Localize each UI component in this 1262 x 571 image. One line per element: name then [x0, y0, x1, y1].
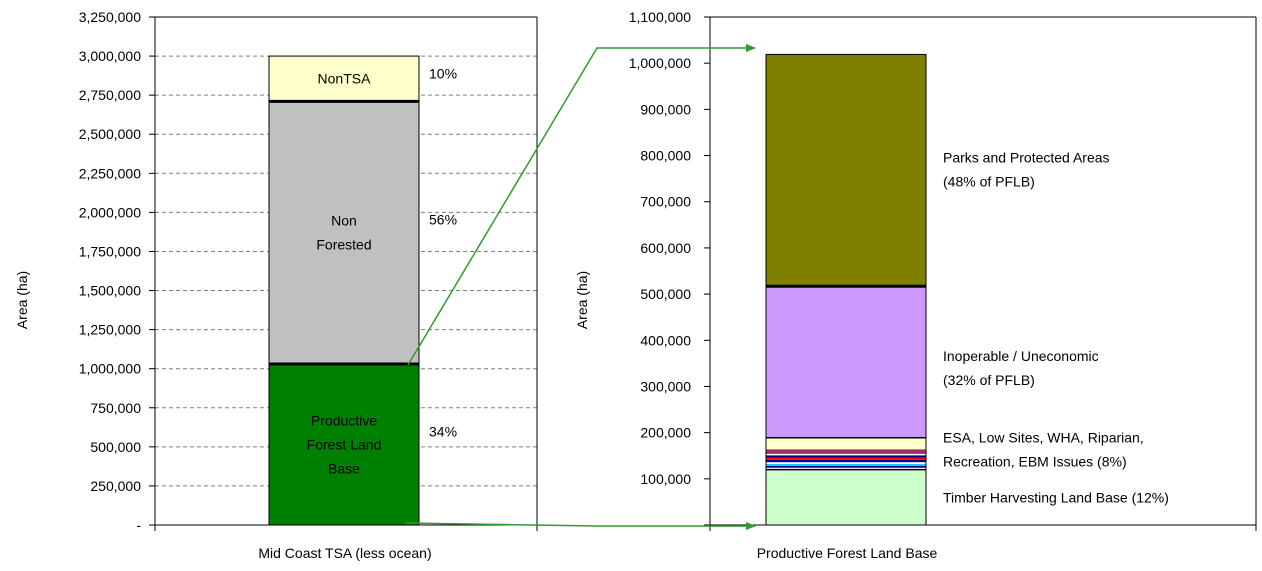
- right-segment-annotation: Parks and Protected Areas: [943, 149, 1110, 165]
- right-bar-segment: [766, 469, 926, 525]
- right-y-tick-label: 700,000: [640, 194, 691, 210]
- left-stacked-bar: [268, 55, 420, 526]
- right-y-axis-label: Area (ha): [574, 271, 590, 329]
- right-stacked-bar: [765, 53, 927, 526]
- right-x-axis-label: Productive Forest Land Base: [757, 545, 938, 561]
- left-y-tick-label: 2,500,000: [79, 126, 141, 142]
- right-bar-segment: [766, 467, 926, 470]
- right-y-tick-label: 600,000: [640, 240, 691, 256]
- left-bar-segment: [268, 100, 420, 365]
- right-segment-annotations: Parks and Protected Areas (48% of PFLB) In…: [943, 149, 1169, 505]
- left-y-tick-label: 3,000,000: [79, 48, 141, 64]
- right-segment-annotation: Timber Harvesting Land Base (12%): [943, 489, 1169, 505]
- left-segment-label: Base: [328, 461, 360, 477]
- right-segment-annotation: Recreation, EBM Issues (8%): [943, 454, 1127, 470]
- right-bar-segment: [766, 462, 926, 465]
- left-y-tick-label: 500,000: [90, 439, 141, 455]
- left-segment-label: Productive: [311, 413, 377, 429]
- left-y-tick-label: 1,250,000: [79, 322, 141, 338]
- connector-arrows: [404, 44, 756, 530]
- left-segment-percent: 56%: [429, 212, 457, 228]
- connector-arrow-top: [407, 44, 756, 366]
- right-y-tick-label: 300,000: [640, 378, 691, 394]
- right-bar-segment: [766, 54, 926, 287]
- right-y-tick-label: 1,100,000: [629, 9, 691, 25]
- left-bar-segment: [268, 363, 420, 526]
- right-bar-segment: [766, 446, 926, 450]
- left-y-tick-label: 750,000: [90, 400, 141, 416]
- right-y-tick-label: 100,000: [640, 471, 691, 487]
- right-bar-segment: [766, 457, 926, 460]
- left-segment-label: Non: [331, 213, 357, 229]
- right-bar-segment: [766, 437, 926, 447]
- left-y-tick-label: 2,250,000: [79, 165, 141, 181]
- right-segment-annotation: (48% of PFLB): [943, 173, 1035, 189]
- left-y-tick-labels: - 250,000 500,000 750,000 1,000,000 1,250,000…: [79, 9, 155, 533]
- left-segment-label: Forested: [316, 237, 371, 253]
- connector-arrow-bottom: [404, 522, 756, 530]
- left-y-tick-label: 2,750,000: [79, 87, 141, 103]
- right-bar-segment: [766, 465, 926, 468]
- left-segment-labels: Productive Forest Land Base 34% Non Forested 5…: [307, 66, 457, 477]
- right-bar-segment: [766, 286, 926, 438]
- left-chart: - 250,000 500,000 750,000 1,000,000 1,250,000…: [14, 9, 538, 561]
- left-y-tick-label: 1,750,000: [79, 243, 141, 259]
- left-bar-segment: [268, 55, 420, 102]
- right-y-tick-label: 1,000,000: [629, 55, 691, 71]
- left-x-axis-label: Mid Coast TSA (less ocean): [258, 545, 431, 561]
- left-y-tick-label: 1,000,000: [79, 361, 141, 377]
- left-y-tick-label: 3,250,000: [79, 9, 141, 25]
- right-y-tick-label: 400,000: [640, 332, 691, 348]
- left-y-axis-label: Area (ha): [14, 271, 30, 329]
- left-y-tick-label: -: [136, 517, 141, 533]
- left-y-tick-label: 1,500,000: [79, 283, 141, 299]
- left-segment-percent: 34%: [429, 424, 457, 440]
- left-segment-label: Forest Land: [307, 437, 382, 453]
- right-segment-annotation: (32% of PFLB): [943, 372, 1035, 388]
- right-bar-segment: [766, 459, 926, 463]
- right-bar-segment: [766, 449, 926, 454]
- right-segment-annotation: Inoperable / Uneconomic: [943, 348, 1099, 364]
- left-y-tick-label: 2,000,000: [79, 204, 141, 220]
- left-segment-percent: 10%: [429, 66, 457, 82]
- right-chart: 100,000 200,000 300,000 400,000 500,000 600,0…: [574, 9, 1257, 561]
- right-y-tick-label: 900,000: [640, 101, 691, 117]
- right-segment-annotation: ESA, Low Sites, WHA, Riparian,: [943, 430, 1144, 446]
- left-y-tick-label: 250,000: [90, 478, 141, 494]
- right-y-tick-label: 200,000: [640, 425, 691, 441]
- right-bar-segment: [766, 455, 926, 458]
- right-y-tick-label: 500,000: [640, 286, 691, 302]
- right-bar-segment: [766, 464, 926, 466]
- right-y-tick-label: 800,000: [640, 148, 691, 164]
- right-bar-segment: [766, 453, 926, 456]
- right-y-tick-labels: 100,000 200,000 300,000 400,000 500,000 600,0…: [629, 9, 710, 526]
- left-segment-label: NonTSA: [318, 71, 372, 87]
